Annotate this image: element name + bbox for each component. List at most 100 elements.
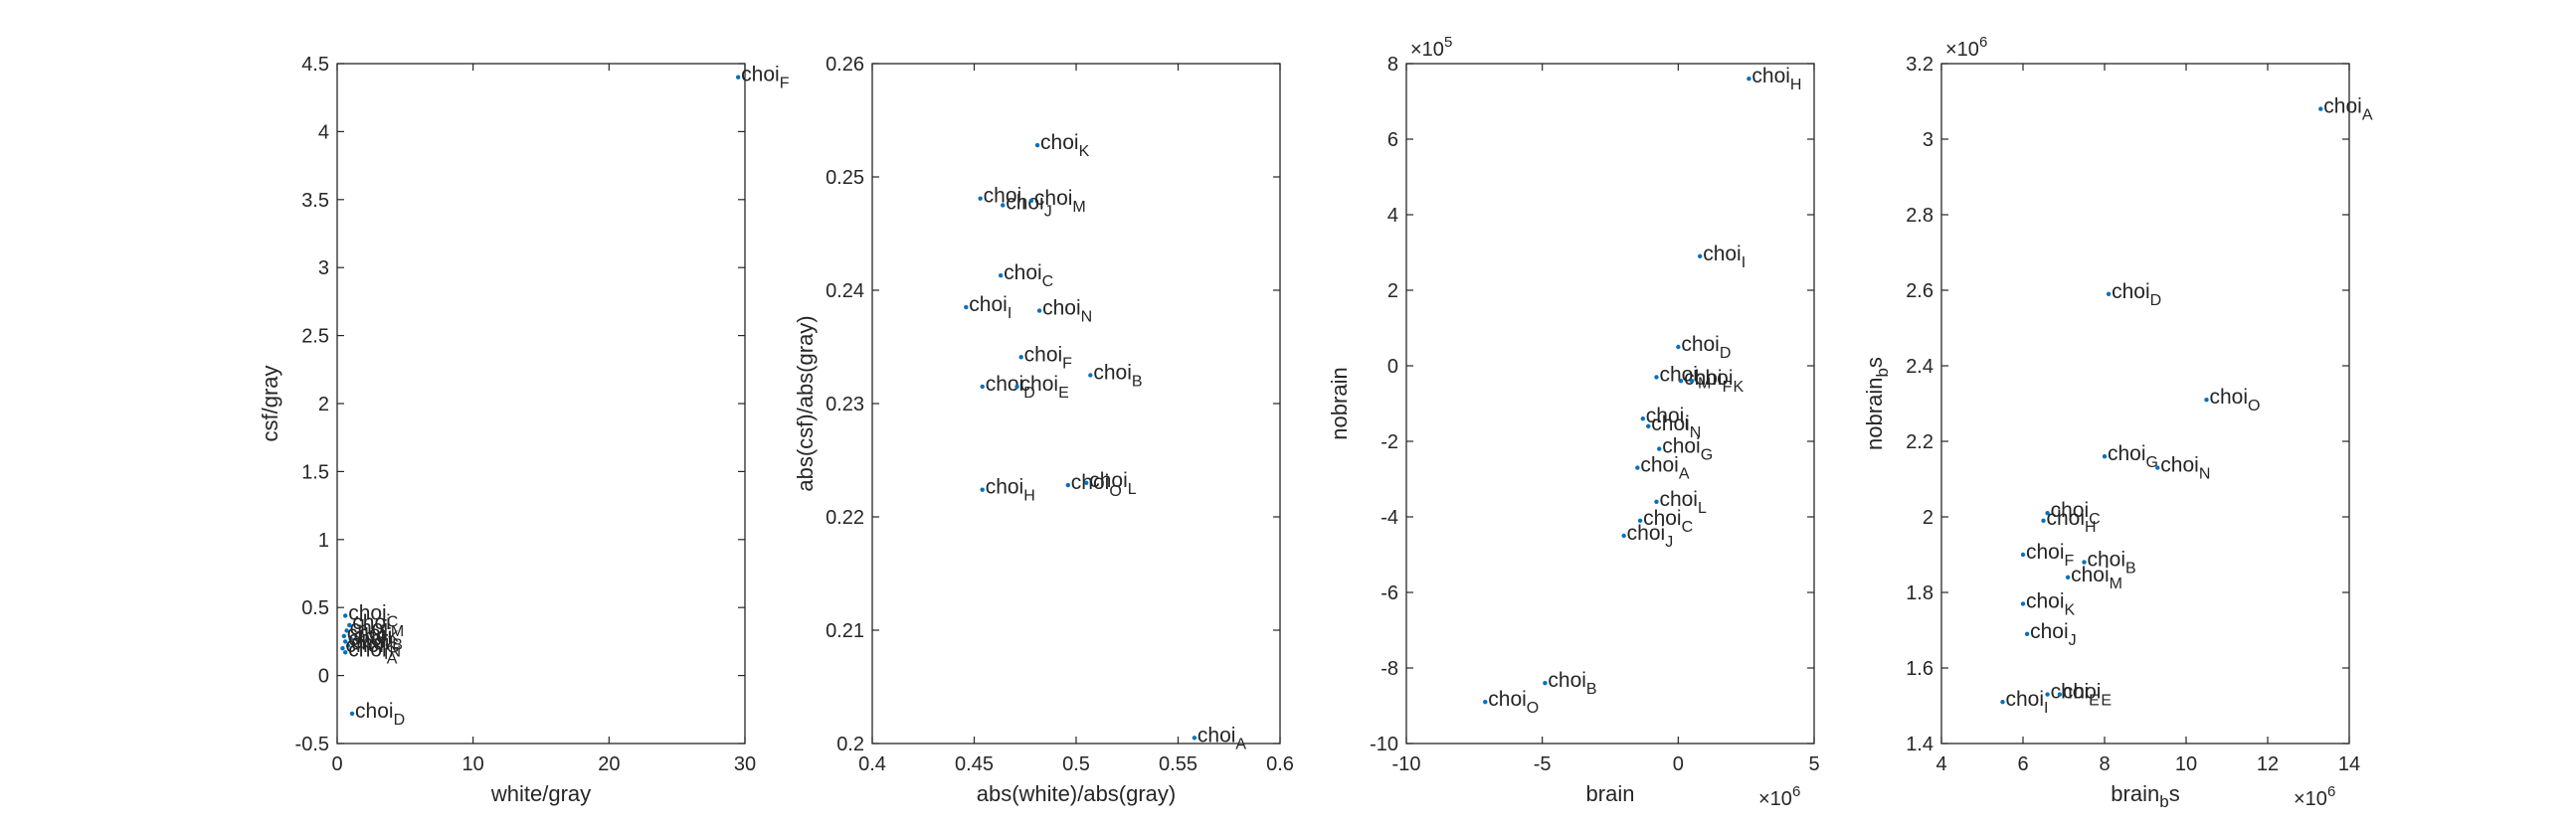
data-point <box>2204 398 2209 403</box>
data-point-label: choiN <box>1651 413 1701 441</box>
data-point-label: choiD <box>1681 333 1731 362</box>
x-tick-label: 0.4 <box>858 753 886 775</box>
data-point-label: choiK <box>2026 589 2076 618</box>
y-exponent-label: ×106 <box>1945 34 1987 61</box>
data-point-label: choiM <box>2071 564 2122 592</box>
x-tick-label: 14 <box>2338 753 2360 775</box>
data-point <box>1654 375 1659 380</box>
data-point <box>1543 681 1548 686</box>
y-tick-label: -10 <box>1370 734 1398 755</box>
y-tick-label: 2.6 <box>1906 280 1933 302</box>
data-point-label: choiK <box>1695 367 1745 396</box>
x-tick-label: 0.55 <box>1159 753 1197 775</box>
data-point <box>2000 700 2005 705</box>
data-point-label: choiC <box>1643 507 1693 536</box>
x-tick-label: 10 <box>2175 753 2197 775</box>
data-point <box>345 643 351 648</box>
plot-frame <box>1940 63 2350 745</box>
data-point-label: choiG <box>348 627 399 656</box>
data-point <box>1654 499 1659 504</box>
y-tick-label: -0.5 <box>295 734 329 755</box>
data-point-label: choiJ <box>1006 192 1052 221</box>
data-point-label: choiN <box>2160 454 2210 483</box>
scatter-panel-3: -10 -5 0 5 -10 -8 -6 -4 -2 0 2 4 6 8 ×105 ×106 brain nobr… <box>1327 34 1820 810</box>
y-tick-label: 1 <box>318 530 329 552</box>
data-point-label: choiO <box>2210 386 2261 414</box>
data-point <box>1621 533 1626 539</box>
data-point-label: choiJ <box>2030 620 2077 649</box>
data-point <box>1657 446 1662 451</box>
data-point <box>1676 344 1681 350</box>
y-tick-label: 3.2 <box>1906 54 1933 76</box>
y-tick-label: 0.5 <box>301 597 329 619</box>
y-tick-label: 4 <box>1387 205 1398 227</box>
data-point <box>2102 454 2108 459</box>
y-tick-label: 0 <box>318 666 329 688</box>
data-point-label: choiI <box>969 293 1012 322</box>
x-tick-label: 8 <box>2099 753 2110 775</box>
y-tick-label: 2.8 <box>1906 205 1933 227</box>
data-point <box>1192 736 1197 741</box>
data-point-label: choiO <box>1071 471 1122 500</box>
y-tick-label: 2 <box>1387 280 1398 302</box>
data-point-label: choiI <box>2006 688 2049 717</box>
data-point-label: choiA <box>348 638 398 667</box>
data-point-label: choiF <box>1684 367 1733 396</box>
data-point-label: choiL <box>1089 469 1137 498</box>
scatter-panel-1: 0 10 20 30-0.500.511.522.533.544.5white/gra… <box>258 54 790 806</box>
y-tick-label: 1.8 <box>1906 582 1933 604</box>
data-point <box>1635 465 1640 470</box>
data-point-label: choiJ <box>1627 522 1674 551</box>
data-point-label: choiM <box>1659 363 1711 392</box>
y-tick-label: 2.4 <box>1906 356 1933 378</box>
y-tick-label: 6 <box>1387 129 1398 151</box>
data-point <box>2065 575 2071 580</box>
y-tick-label: 3 <box>318 257 329 279</box>
data-point <box>2045 511 2050 516</box>
data-point-label: choiG <box>1662 435 1713 464</box>
plot-frame <box>1405 63 1815 745</box>
x-exponent-label: ×106 <box>2294 783 2335 810</box>
y-tick-label: 2.5 <box>301 326 329 348</box>
data-point-label: choiG <box>2108 442 2158 471</box>
data-point <box>1640 416 1646 421</box>
data-point <box>1646 423 1651 428</box>
y-tick-label: 0.22 <box>826 507 864 529</box>
data-point-label: choiD <box>355 700 405 729</box>
data-point <box>2082 560 2087 565</box>
data-point <box>978 196 983 201</box>
y-tick-label: 2 <box>1923 507 1933 529</box>
data-point <box>998 272 1004 278</box>
data-point-label: choiM <box>1034 187 1086 216</box>
data-point-label: choiM <box>352 611 404 640</box>
y-tick-label: 0.21 <box>826 620 864 642</box>
y-axis-label: nobrain <box>1327 367 1352 439</box>
data-point <box>343 639 348 644</box>
data-point <box>735 75 741 80</box>
data-point <box>349 711 355 717</box>
y-axis-label: abs(csf)/abs(gray) <box>793 315 818 491</box>
data-point <box>1698 253 1703 258</box>
data-point <box>1034 142 1040 148</box>
data-point <box>2155 465 2160 470</box>
y-tick-label: 8 <box>1387 54 1398 76</box>
data-point-label: choiB <box>354 625 403 654</box>
plot-frame <box>871 63 1281 745</box>
x-axis-label: brain <box>1586 781 1635 806</box>
y-tick-label: 1.5 <box>301 461 329 483</box>
scatter-panel-4: 4 6 8 10 12 14 1.4 1.6 1.8 2 2.2 2.4 2.6 2.8 3 3.2 ×106 ×… <box>1862 34 2373 811</box>
data-point-label: choiI <box>984 185 1026 214</box>
y-tick-label: 4.5 <box>301 54 329 76</box>
data-point <box>2057 692 2063 697</box>
x-exponent-label: ×106 <box>1758 783 1800 810</box>
data-point-label: choiH <box>2047 507 2097 536</box>
data-point-label: choiH <box>986 476 1035 505</box>
y-tick-label: -8 <box>1380 658 1398 680</box>
y-tick-label: -2 <box>1380 431 1398 453</box>
y-tick-label: 1.6 <box>1906 658 1933 680</box>
data-point <box>1483 700 1488 705</box>
x-tick-label: 0.6 <box>1266 753 1294 775</box>
data-point-label: choiL <box>1659 488 1707 517</box>
data-point-label: choiJ <box>347 622 394 651</box>
